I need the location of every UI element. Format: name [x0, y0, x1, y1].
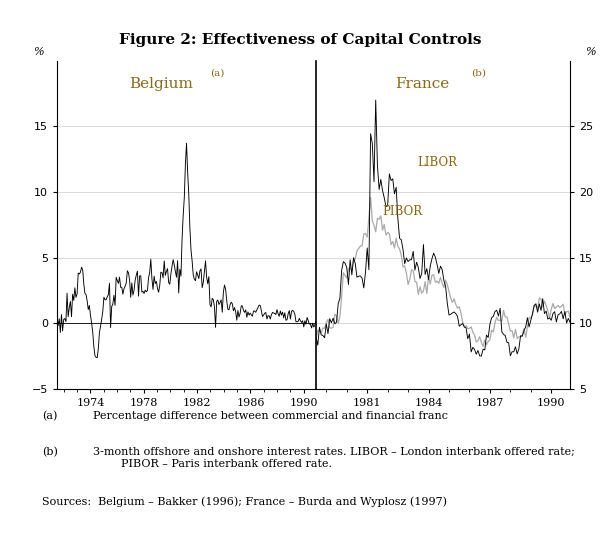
- Text: (b): (b): [42, 447, 58, 458]
- Text: (b): (b): [471, 69, 486, 78]
- Text: %: %: [34, 47, 44, 57]
- Text: Figure 2: Effectiveness of Capital Controls: Figure 2: Effectiveness of Capital Contr…: [119, 33, 481, 47]
- Text: %: %: [585, 47, 595, 57]
- Text: (a): (a): [42, 411, 58, 422]
- Text: 3-month offshore and onshore interest rates. LIBOR – London interbank offered ra: 3-month offshore and onshore interest ra…: [93, 447, 575, 469]
- Text: France: France: [395, 77, 450, 91]
- Text: PIBOR: PIBOR: [382, 205, 422, 218]
- Text: (a): (a): [210, 69, 224, 78]
- Text: LIBOR: LIBOR: [418, 156, 458, 169]
- Text: Sources:  Belgium – Bakker (1996); France – Burda and Wyplosz (1997): Sources: Belgium – Bakker (1996); France…: [42, 497, 447, 507]
- Text: Percentage difference between commercial and financial franc: Percentage difference between commercial…: [93, 411, 448, 421]
- Text: Belgium: Belgium: [128, 77, 193, 91]
